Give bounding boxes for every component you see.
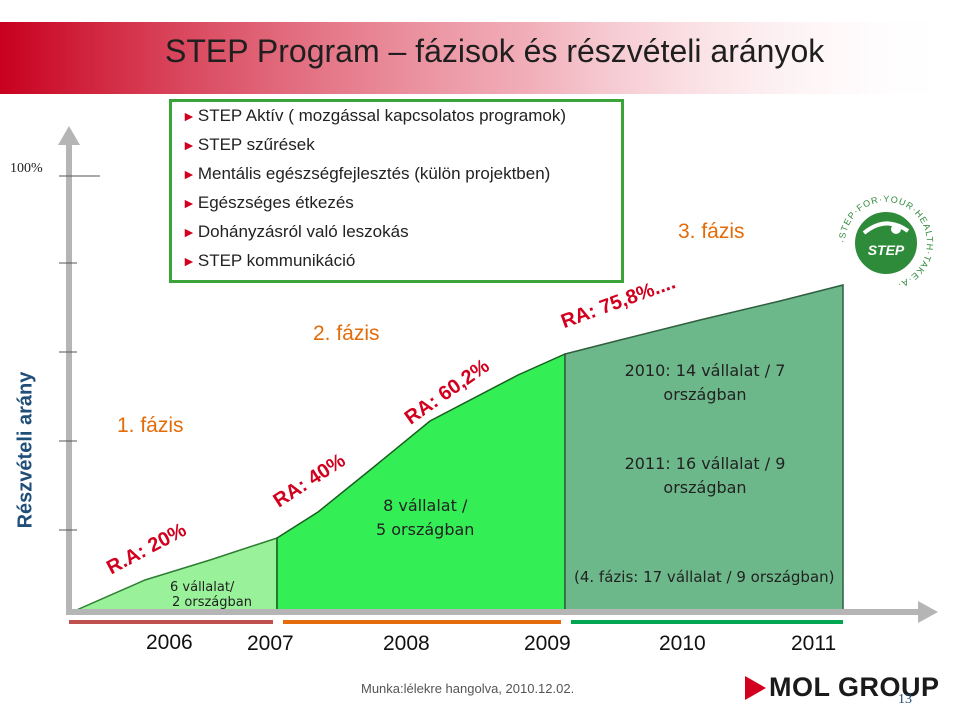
program-item: ► Mentális egészségfejlesztés (külön proj…	[182, 164, 551, 183]
phase3-note-2010: 2010: 14 vállalat / 7 országban	[624, 361, 786, 404]
triangle-bullet-icon: ►	[182, 137, 196, 153]
axis-top-label: 100%	[10, 161, 43, 176]
step-logo: STEP ·STEP·FOR·YOUR·HEALTH·TAKE·A·	[837, 194, 934, 290]
page-title: STEP Program – fázisok és részvételi ará…	[165, 33, 825, 69]
year-label: 2010	[659, 632, 706, 655]
year-label: 2008	[383, 632, 430, 655]
phase3-area	[564, 284, 844, 613]
year-label: 2006	[146, 631, 193, 654]
svg-text:STEP: STEP	[868, 242, 905, 258]
mol-arrow-icon	[745, 676, 766, 700]
phase3-note-2011: 2011: 16 vállalat / 9 országban	[624, 454, 786, 497]
y-axis-label: Részvételi arány	[14, 371, 37, 529]
program-list-box: ► STEP Aktív ( mozgással kapcsolatos prog…	[169, 99, 624, 283]
triangle-bullet-icon: ►	[182, 195, 196, 211]
program-item: ► STEP kommunikáció	[182, 251, 356, 270]
program-item: ► STEP szűrések	[182, 135, 315, 154]
x-axis-arrowhead	[918, 601, 938, 623]
phase2-note: 8 vállalat / 5 országban	[376, 496, 475, 539]
triangle-bullet-icon: ►	[182, 224, 196, 240]
triangle-bullet-icon: ►	[182, 108, 196, 124]
year-label: 2009	[524, 632, 571, 655]
phase2-label: 2. fázis	[313, 322, 380, 345]
footer-note: Munka:lélekre hangolva, 2010.12.02.	[361, 681, 575, 696]
triangle-bullet-icon: ►	[182, 253, 196, 269]
triangle-bullet-icon: ►	[182, 166, 196, 182]
program-item: ► Egészséges étkezés	[182, 193, 354, 212]
phase4-note: (4. fázis: 17 vállalat / 9 országban)	[574, 568, 835, 586]
phase1-label: 1. fázis	[117, 414, 184, 437]
phase1-note: 6 vállalat/ 2 országban	[170, 580, 252, 610]
phase3-label: 3. fázis	[678, 220, 745, 243]
title-banner	[0, 22, 960, 94]
year-label: 2011	[791, 632, 837, 655]
program-item: ► Dohányzásról való leszokás	[182, 222, 409, 241]
y-axis-arrowhead	[58, 126, 80, 145]
program-item: ► STEP Aktív ( mozgással kapcsolatos prog…	[182, 106, 567, 125]
page-number: 13	[898, 692, 912, 707]
mol-group-logo: MOL GROUP	[769, 672, 940, 702]
year-label: 2007	[247, 632, 294, 655]
